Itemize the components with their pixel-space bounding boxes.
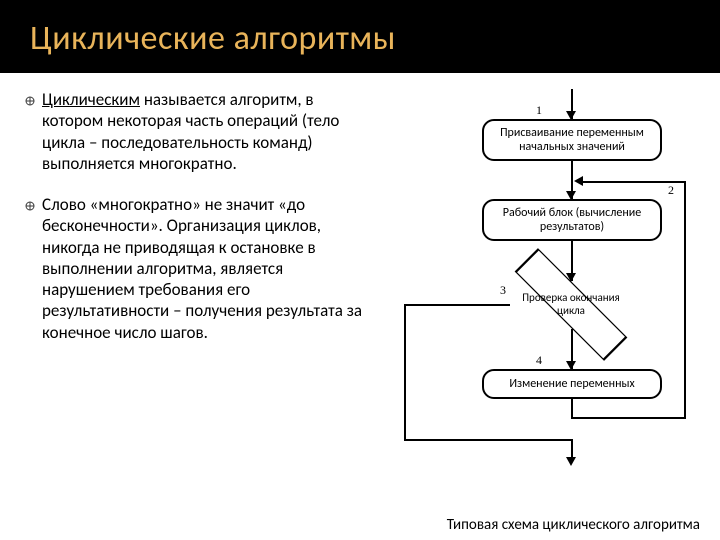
connector [574, 176, 583, 186]
bullet-icon [24, 194, 42, 343]
flowchart-process: Присваивание переменным начальных значен… [482, 119, 662, 161]
bullet-text: Циклическим называется алгоритм, в котор… [42, 89, 376, 174]
connector [566, 457, 576, 466]
flowchart-process: Изменение переменных [482, 369, 662, 399]
title-bar: Циклические алгоритмы [0, 0, 720, 73]
bullet-item: Циклическим называется алгоритм, в котор… [24, 89, 376, 174]
connector [684, 181, 686, 417]
connector [404, 439, 571, 441]
bullet-text: Слово «многократно» не значит «до бескон… [42, 194, 376, 343]
flowchart-process: Рабочий блок (вычисление результатов) [482, 199, 662, 241]
connector [404, 304, 510, 306]
flowchart-decision: Проверка окончания цикла [516, 277, 626, 332]
connector [571, 439, 573, 459]
bullet-list: Циклическим называется алгоритм, в котор… [24, 89, 384, 469]
node-label: Проверка окончания цикла [516, 292, 626, 316]
connector [566, 111, 576, 120]
connector [566, 361, 576, 370]
flowchart: Присваивание переменным начальных значен… [384, 89, 694, 469]
node-number: 1 [536, 103, 542, 118]
node-number: 3 [500, 283, 506, 298]
bullet-icon [24, 89, 42, 174]
connector [581, 181, 686, 183]
connector [566, 273, 576, 282]
page-title: Циклические алгоритмы [30, 18, 690, 59]
node-number: 4 [536, 353, 542, 368]
flowchart-container: Присваивание переменным начальных значен… [384, 89, 708, 469]
content-area: Циклическим называется алгоритм, в котор… [0, 73, 720, 469]
connector [566, 191, 576, 200]
connector [404, 304, 406, 439]
bullet-item: Слово «многократно» не значит «до бескон… [24, 194, 376, 343]
caption: Типовая схема циклического алгоритма [447, 516, 700, 534]
connector [571, 399, 573, 417]
connector [571, 417, 686, 419]
node-number: 2 [668, 183, 674, 198]
